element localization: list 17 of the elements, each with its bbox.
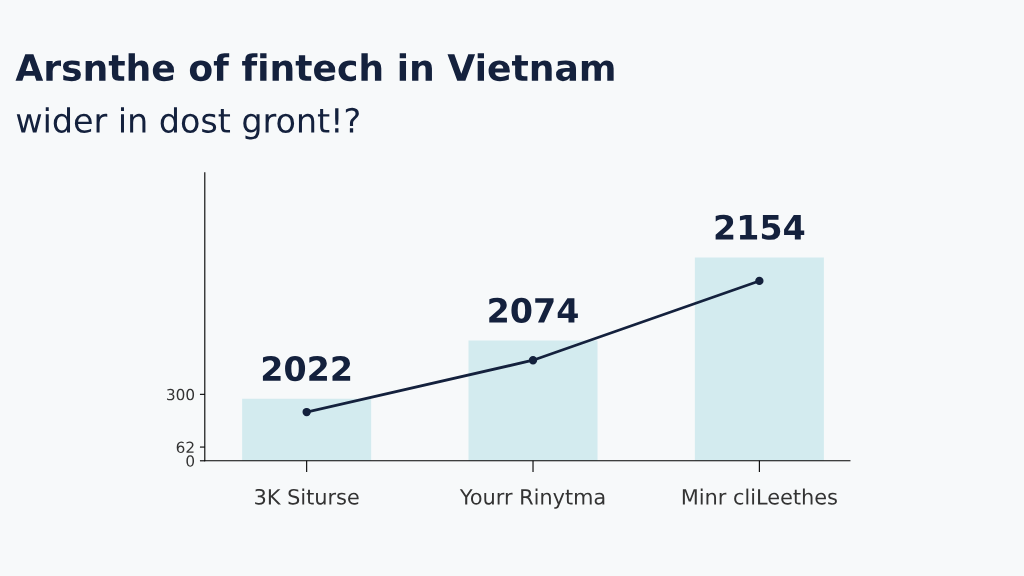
y-tick-label: 0 [186, 455, 195, 467]
point [528, 356, 538, 365]
x-tick-label: Yourr Rinytma [459, 488, 605, 509]
annotation: 2074 [489, 297, 578, 323]
chart-title: Arsnthe of fintech in Vietnam [15, 53, 614, 82]
annotation: 2022 [262, 355, 351, 382]
x-tick-label: 3K Siturse [255, 488, 359, 505]
bar [242, 398, 372, 461]
bar [468, 340, 598, 461]
y-tick-label: 62 [176, 441, 194, 454]
y-tick-label: 300 [167, 388, 195, 401]
bar [694, 257, 824, 461]
x-tick-label: Minr cliLeethes [682, 488, 837, 505]
annotation: 2154 [715, 214, 805, 240]
point [755, 276, 764, 286]
point [302, 407, 311, 417]
chart-subtitle: wider in dost gront!? [16, 107, 359, 140]
